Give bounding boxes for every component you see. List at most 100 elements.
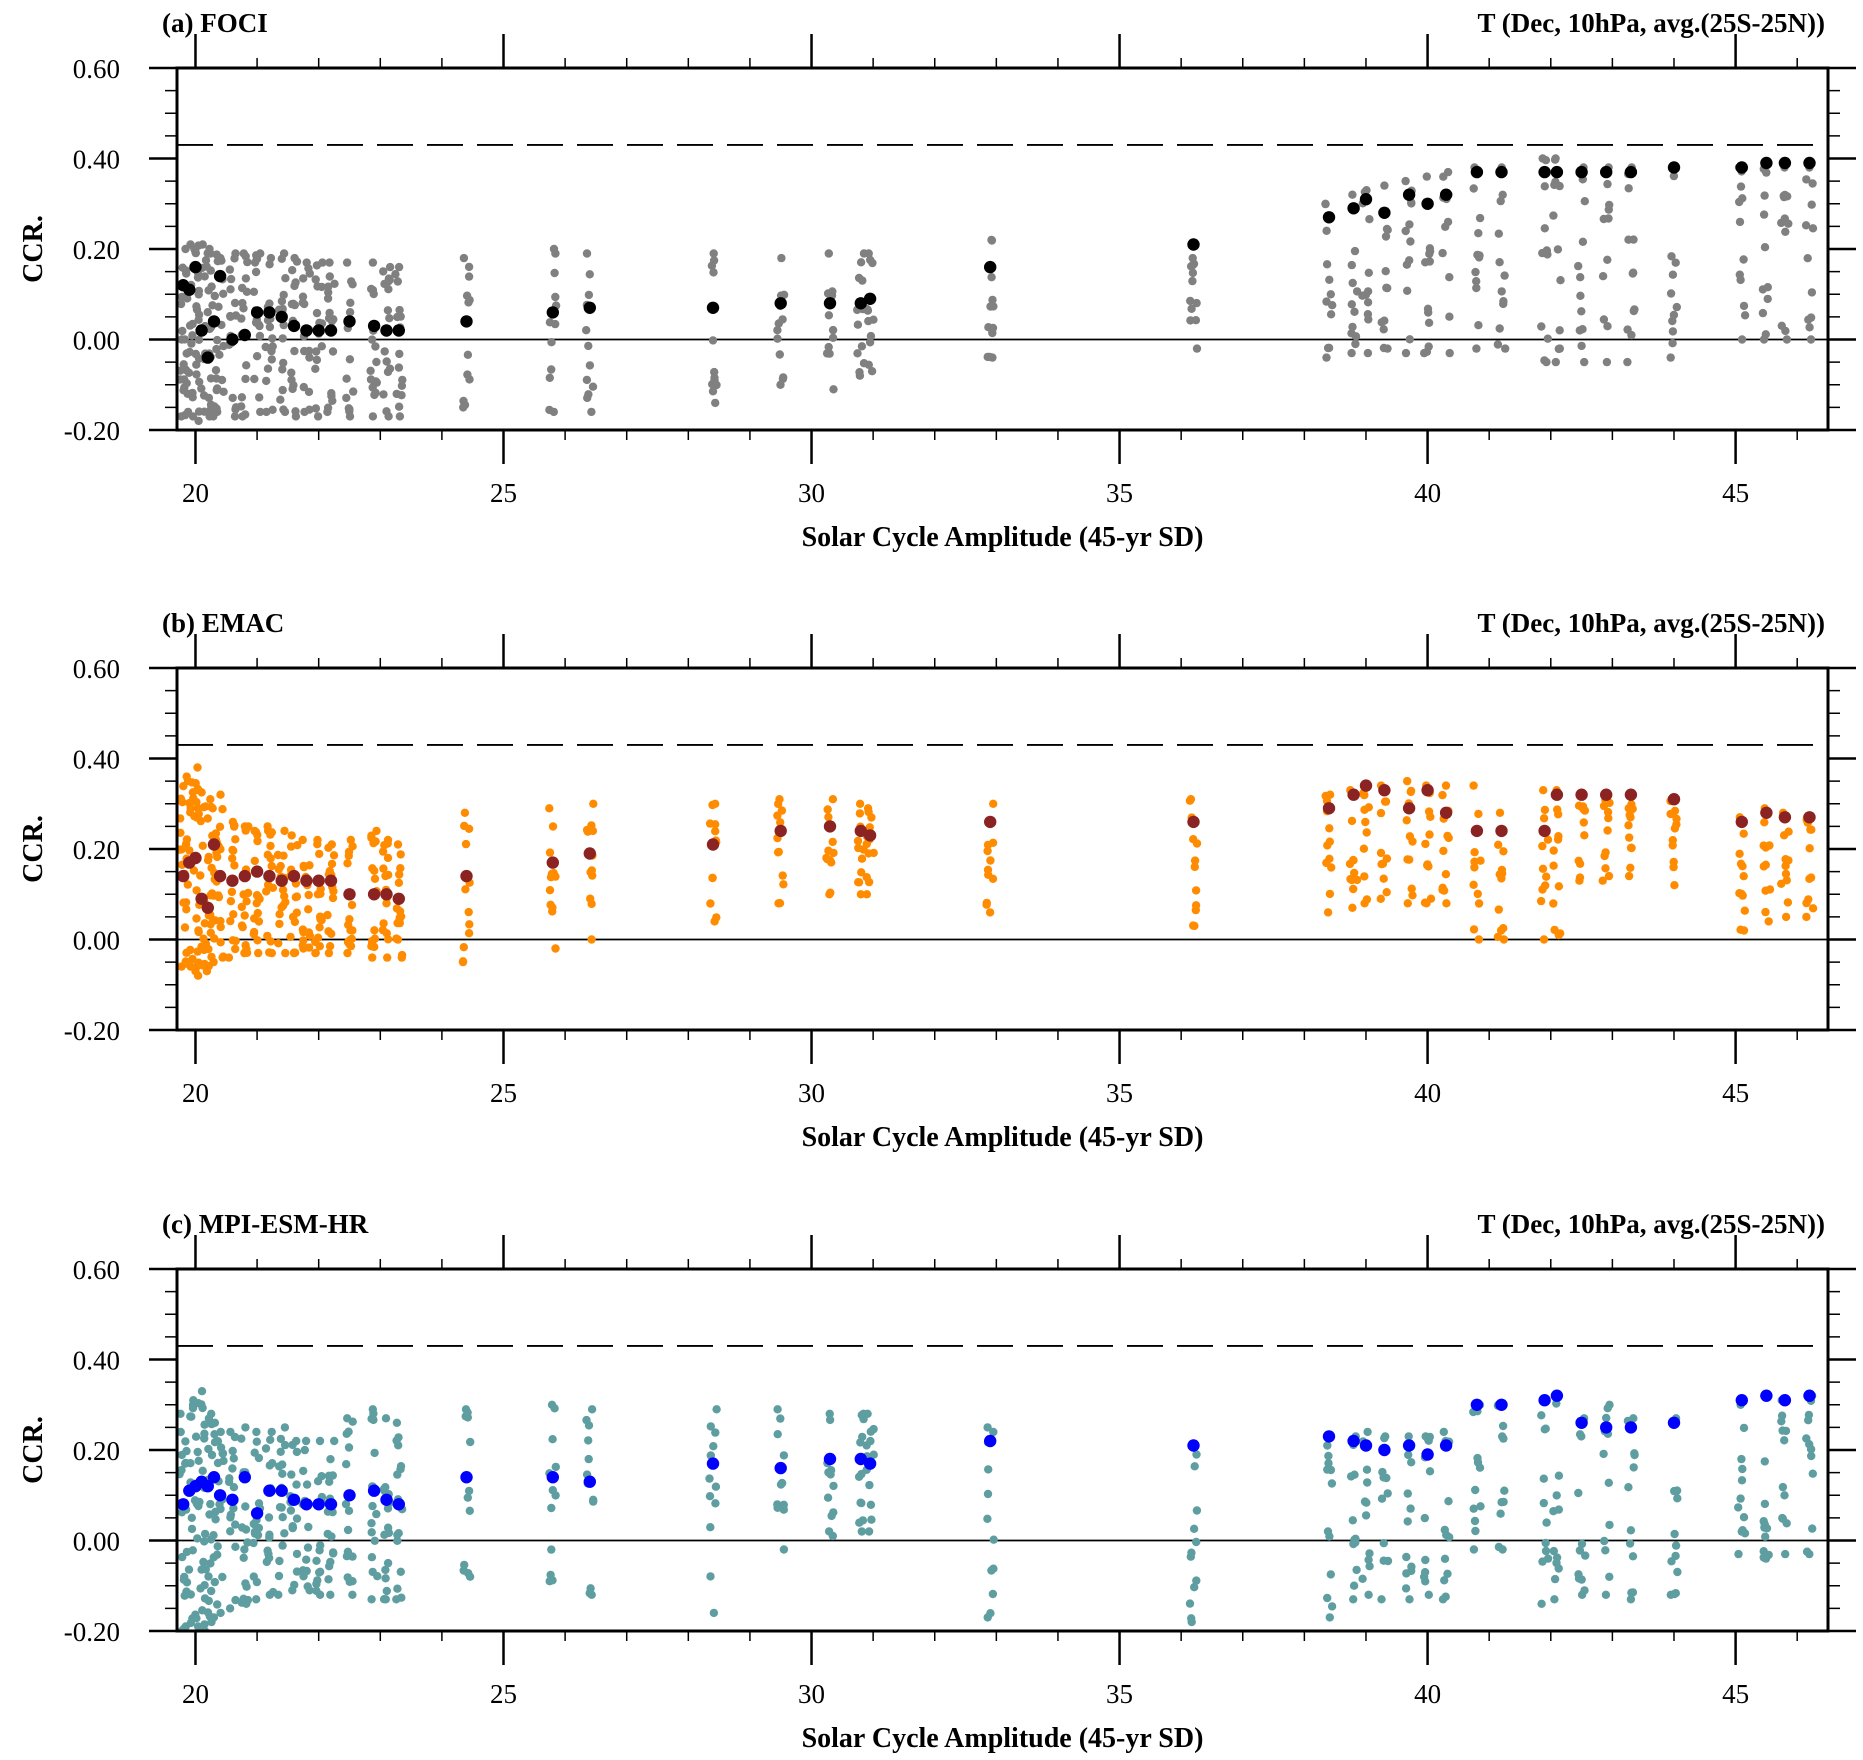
member-point [347,900,357,910]
member-point [196,816,205,826]
member-point [1761,886,1770,895]
member-point [280,1529,289,1538]
member-point [862,839,871,849]
member-point [1739,829,1748,838]
member-point [216,938,225,947]
member-point [1444,1497,1453,1506]
panel-variable-label: T (Dec, 10hPa, avg.(25S-25N)) [1478,8,1825,38]
member-point [252,352,262,361]
member-point [1493,340,1503,349]
member-point [181,839,191,849]
member-point [1496,196,1505,206]
member-point [1322,260,1332,269]
member-point [384,274,394,283]
member-point [1474,321,1483,330]
member-point [1578,237,1588,246]
member-point [1549,1546,1559,1556]
member-point [1761,907,1770,917]
member-point [1469,1504,1478,1513]
member-point [229,1504,238,1513]
member-point [711,398,720,408]
member-point [711,1482,721,1491]
member-point [311,275,320,284]
member-point [254,1499,264,1508]
member-point [1623,357,1632,367]
member-point [326,1590,335,1600]
member-point [1541,1424,1550,1433]
member-point [1578,325,1587,334]
member-point [1381,232,1391,241]
member-point [198,841,207,850]
member-point [1362,828,1371,837]
member-point [1736,1494,1745,1503]
member-point [1376,848,1386,858]
member-point [178,798,187,807]
member-point [304,346,314,356]
member-point [391,270,400,279]
ensemble-mean-point [201,351,214,364]
member-point [348,1577,357,1586]
ensemble-mean-point [300,874,313,887]
member-point [313,840,322,849]
member-point [465,920,474,929]
member-point [211,1515,220,1524]
member-point [776,1414,785,1423]
member-point [394,262,404,272]
member-point [209,915,218,925]
member-point [1383,1489,1392,1498]
member-point [1364,1590,1373,1600]
member-point [1419,1572,1429,1582]
member-point [853,836,863,846]
member-point [864,877,874,887]
member-point [305,405,314,414]
member-point [201,939,211,948]
member-point [211,366,221,375]
plot-frame [175,66,1830,432]
member-point [1187,304,1196,313]
member-point [1379,874,1388,883]
member-point [1556,929,1565,938]
member-point [1804,315,1813,324]
member-point [1550,1595,1559,1604]
member-point [1781,227,1790,236]
y-tick-label: 0.60 [73,54,120,84]
member-point [1402,1552,1411,1562]
member-point [1348,903,1357,912]
member-point [325,1477,334,1487]
member-point [216,1504,225,1514]
member-point [268,1459,277,1468]
member-point [379,864,388,873]
member-point [328,1471,337,1480]
member-point [1348,190,1357,199]
member-point [1475,1463,1485,1472]
member-point [866,331,876,341]
member-point [779,880,788,889]
member-point [327,929,336,938]
ensemble-mean-point [1760,1389,1773,1402]
member-point [867,367,877,376]
member-point [1325,275,1334,284]
member-point [193,971,203,980]
member-point [585,270,594,279]
member-point [348,842,357,851]
member-point [264,1513,274,1522]
member-point [1401,1584,1411,1593]
member-point [1580,197,1590,206]
member-point [1539,1498,1549,1508]
member-point [1378,859,1388,868]
member-point [1188,268,1198,278]
member-point [1469,880,1478,889]
member-point [1500,1486,1509,1495]
member-point [1421,1555,1430,1565]
member-point [195,1497,204,1507]
member-point [342,1460,351,1469]
member-point [323,294,333,303]
member-point [201,1565,210,1574]
member-point [1537,322,1546,331]
member-point [1470,848,1479,857]
member-point [228,1446,237,1456]
member-point [1185,796,1195,805]
member-point [379,267,388,276]
ensemble-mean-point [1322,1430,1336,1443]
member-point [1438,248,1447,258]
